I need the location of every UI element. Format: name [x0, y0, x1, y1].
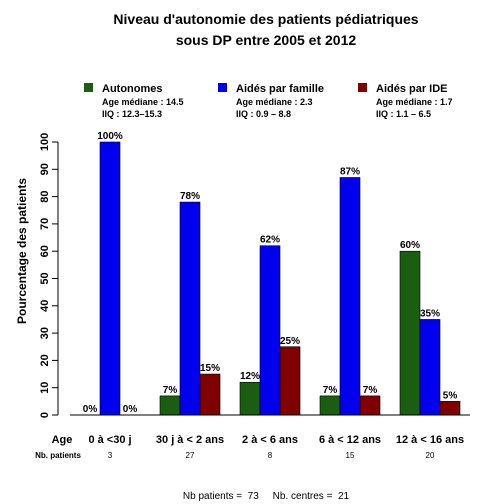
legend-swatch [358, 83, 367, 92]
bar [179, 201, 201, 416]
bar [259, 245, 281, 416]
legend-item: Autonomes Age médiane : 14.5 IIQ : 12.3–15… [84, 83, 184, 119]
patients-count-label: Nb. patients [35, 451, 81, 460]
bar-value-label: 5% [443, 390, 458, 401]
bar-value-label: 62% [260, 235, 280, 246]
bar [159, 395, 181, 416]
bar-value-label: 25% [280, 336, 300, 347]
bar [359, 395, 381, 416]
bar-value-label: 15% [200, 363, 220, 374]
legend-median-age: Age médiane : 1.7 [376, 97, 453, 107]
x-row-label: Age [52, 434, 73, 446]
y-tick-label: 100 [39, 133, 51, 151]
footer-summary: Nb patients = 73 Nb. centres = 21 [183, 491, 350, 502]
bar-value-label: 78% [180, 191, 200, 202]
legend-iqr: IIQ : 0.9 – 8.8 [236, 109, 291, 119]
y-axis: 0 10 20 30 40 50 60 70 80 90 100 [39, 133, 59, 418]
x-tick-label: 2 à < 6 ans [242, 434, 298, 446]
bar-value-label: 12% [240, 371, 260, 382]
legend-swatch [84, 83, 93, 92]
bar [319, 395, 341, 416]
bar-value-label: 100% [97, 131, 123, 142]
bar-value-label: 60% [400, 240, 420, 251]
y-tick-label: 10 [39, 382, 51, 394]
patients-count: 3 [108, 451, 113, 460]
legend: Autonomes Age médiane : 14.5 IIQ : 12.3–15… [84, 83, 453, 119]
x-tick-label: 6 à < 12 ans [319, 434, 381, 446]
legend-label: Autonomes [102, 83, 163, 95]
patients-count: 8 [268, 451, 273, 460]
y-tick-label: 90 [39, 163, 51, 175]
x-tick-label: 0 à <30 j [88, 434, 131, 446]
x-tick-label: 30 j à < 2 ans [156, 434, 224, 446]
chart-title-line-1: Niveau d'autonomie des patients pédiatri… [113, 11, 418, 27]
legend-item: Aidés par famille Age médiane : 2.3 IIQ : … [218, 83, 324, 119]
bar-value-label: 87% [340, 166, 360, 177]
patients-counts: 3 27 8 15 20 [108, 451, 435, 460]
y-tick-label: 20 [39, 354, 51, 366]
bar [339, 177, 361, 416]
chart-title-line-2: sous DP entre 2005 et 2012 [176, 32, 357, 48]
y-tick-label: 50 [39, 272, 51, 284]
legend-swatch [218, 83, 227, 92]
bar-value-label: 7% [363, 385, 378, 396]
y-axis-label: Pourcentage des patients [15, 178, 29, 324]
legend-iqr: IIQ : 1.1 – 6.5 [376, 109, 431, 119]
x-tick-labels: 0 à <30 j 30 j à < 2 ans 2 à < 6 ans 6 à < … [88, 434, 464, 446]
bar [99, 141, 121, 416]
bar-value-label: 35% [420, 308, 440, 319]
y-tick-label: 40 [39, 300, 51, 312]
bar [279, 346, 301, 416]
bar-value-label: 0% [123, 404, 138, 415]
legend-median-age: Age médiane : 14.5 [102, 97, 184, 107]
bar-value-label: 7% [163, 385, 178, 396]
bar [199, 373, 221, 416]
legend-label: Aidés par famille [236, 83, 324, 95]
y-tick-label: 70 [39, 218, 51, 230]
y-tick-label: 30 [39, 327, 51, 339]
patients-count: 15 [346, 451, 355, 460]
legend-label: Aidés par IDE [376, 83, 448, 95]
y-tick-label: 80 [39, 190, 51, 202]
bar [439, 401, 461, 416]
patients-count: 27 [186, 451, 195, 460]
bar-value-label: 7% [323, 385, 338, 396]
legend-iqr: IIQ : 12.3–15.3 [102, 109, 162, 119]
y-tick-label: 0 [39, 412, 51, 418]
bars [99, 141, 461, 416]
bar [399, 250, 421, 416]
bar-value-label: 0% [83, 404, 98, 415]
bar [419, 319, 441, 416]
patients-count: 20 [426, 451, 435, 460]
x-tick-label: 12 à < 16 ans [396, 434, 464, 446]
bar [239, 381, 261, 416]
y-tick-label: 60 [39, 245, 51, 257]
chart-title: Niveau d'autonomie des patients pédiatri… [113, 11, 418, 48]
legend-item: Aidés par IDE Age médiane : 1.7 IIQ : 1.1 … [358, 83, 453, 119]
legend-median-age: Age médiane : 2.3 [236, 97, 313, 107]
data-labels: 0% 100% 0% 7% 78% 15% 12% 62% 25% 7% 87% 7% 60% 35% 5% [83, 131, 458, 415]
